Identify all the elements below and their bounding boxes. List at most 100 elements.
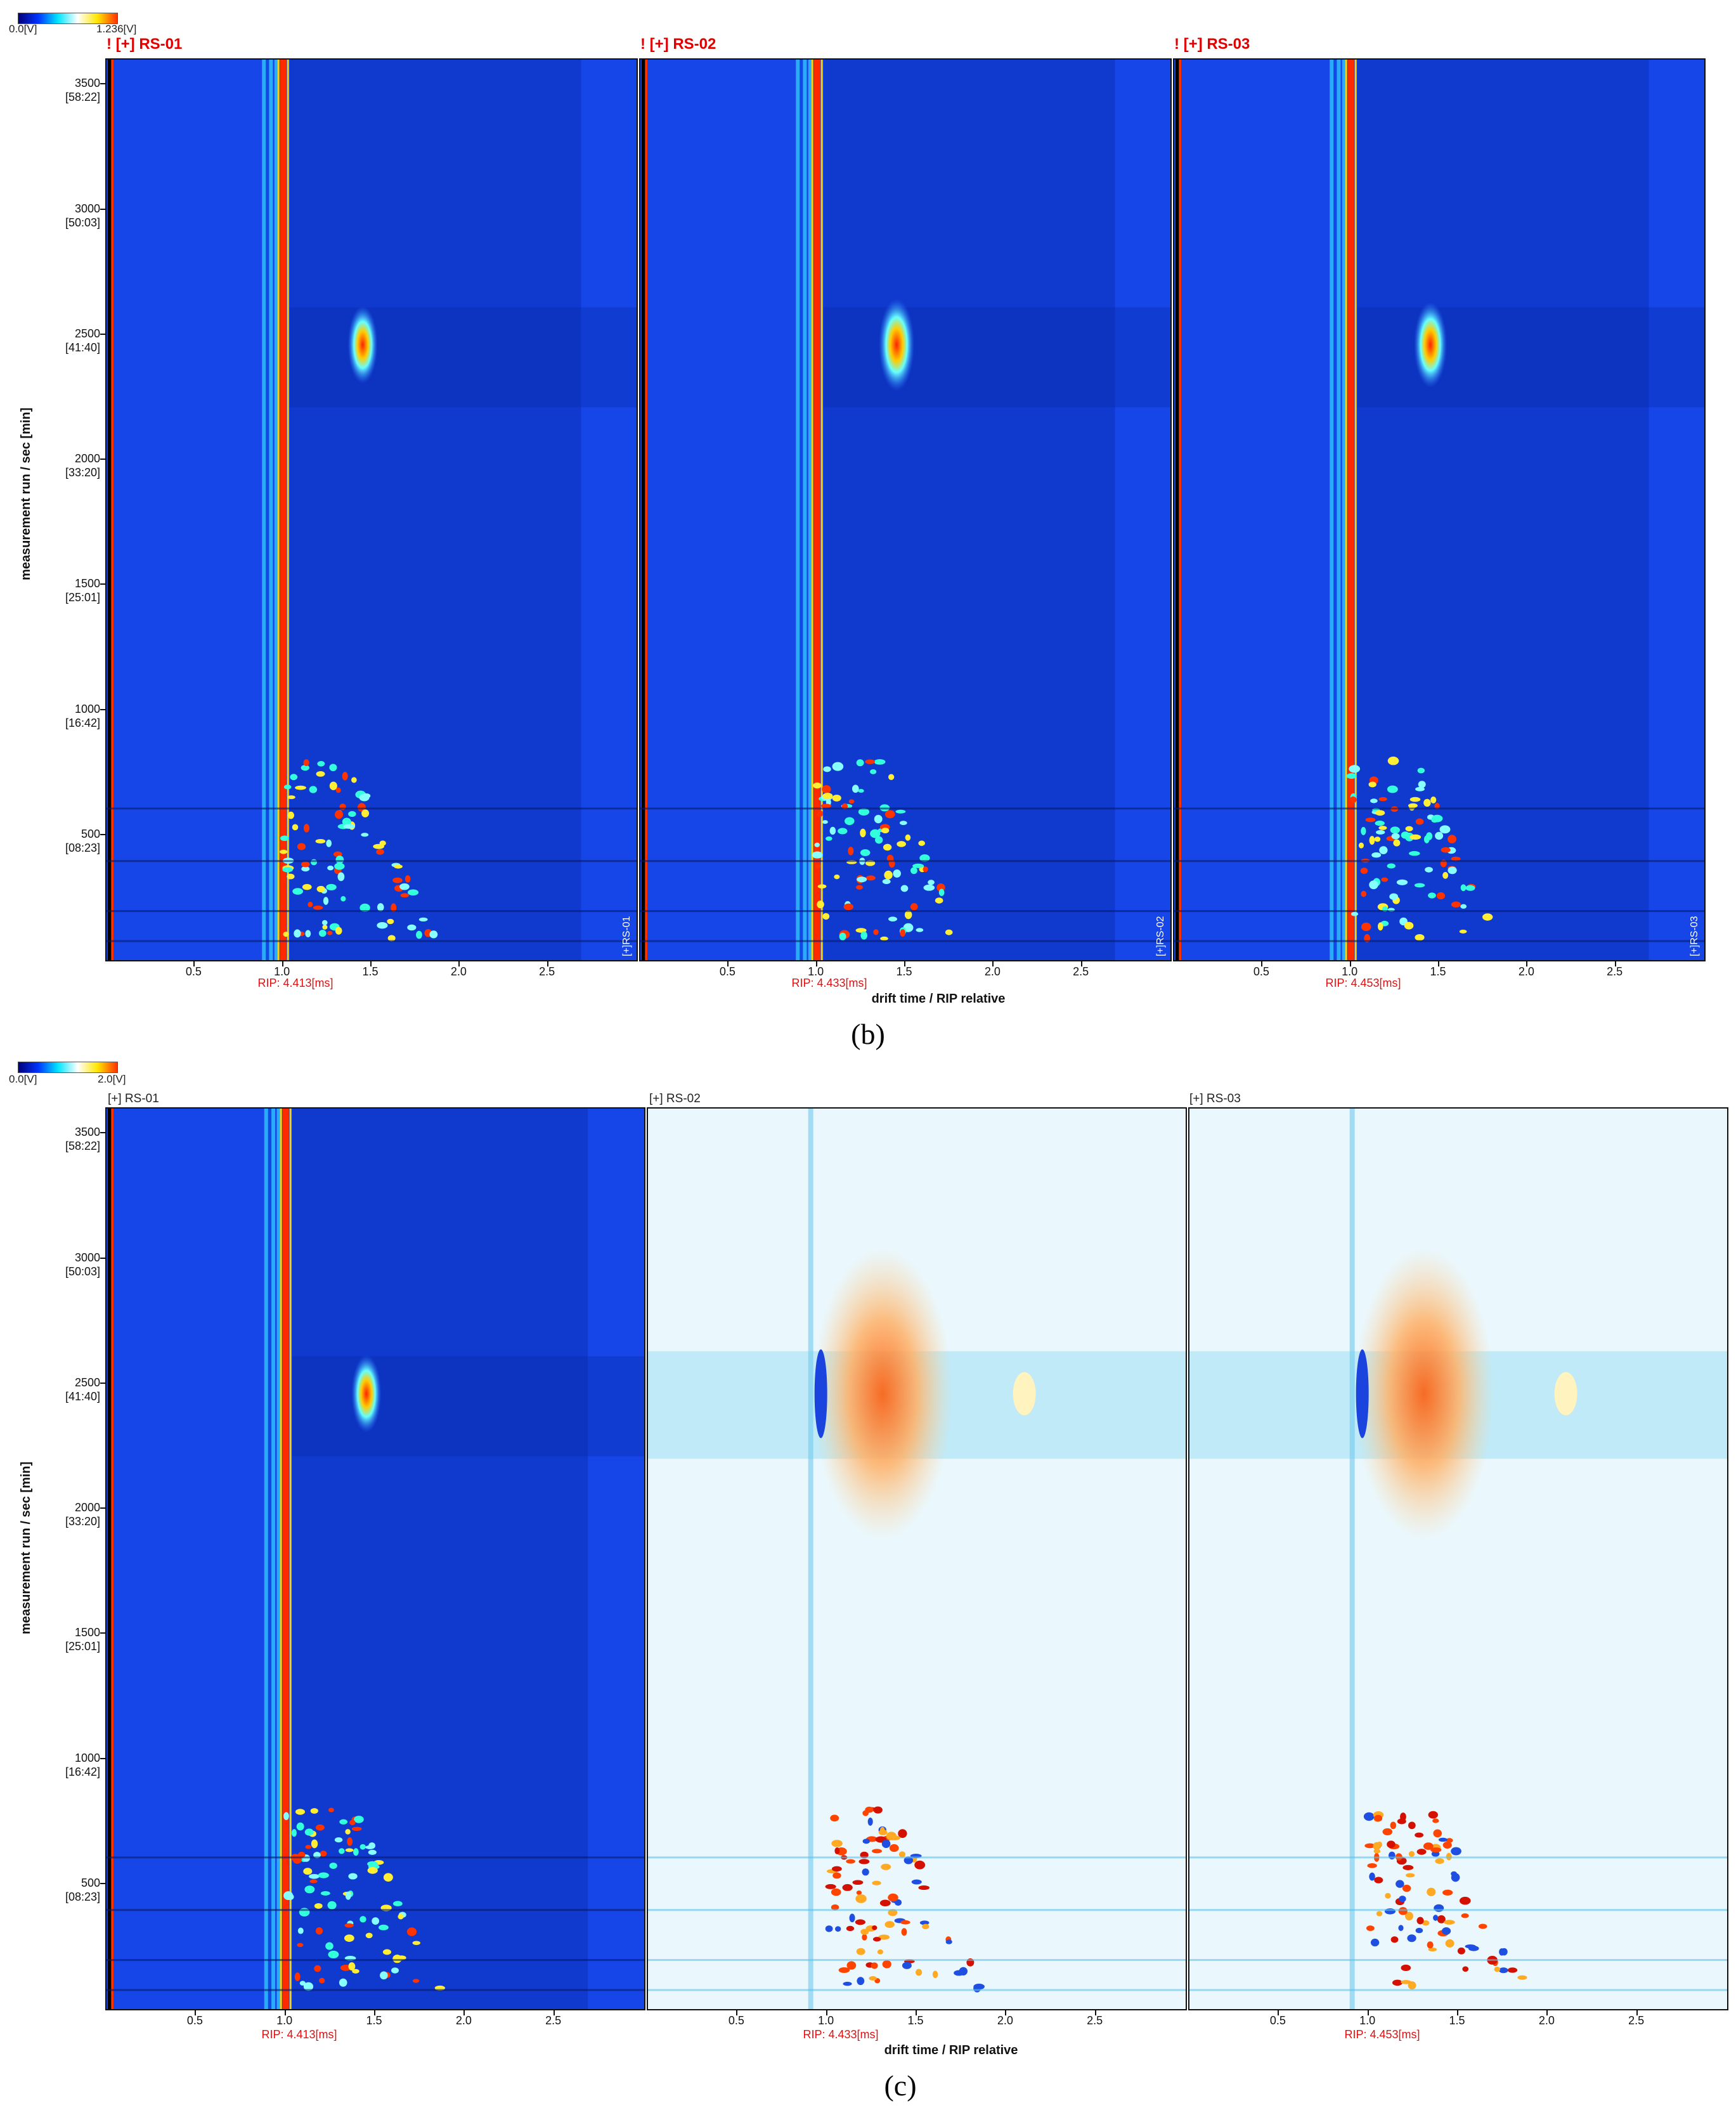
- analyte-spot: [1382, 1828, 1393, 1835]
- analyte-spot: [916, 928, 924, 932]
- x-axis-label: drift time / RIP relative: [884, 2043, 1018, 2057]
- analyte-spot: [311, 1839, 318, 1849]
- baseline-artifact: [107, 910, 637, 913]
- analyte-spot: [327, 865, 334, 871]
- analyte-spot: [860, 931, 867, 940]
- analyte-spot: [856, 1948, 865, 1955]
- left-edge-line: [112, 1109, 113, 2009]
- panel-title: [+] RS-02: [649, 1092, 701, 1105]
- y-tick-mark: [100, 708, 105, 710]
- analyte-spot: [954, 1970, 964, 1976]
- panel-title: [+] RS-01: [108, 1092, 159, 1105]
- analyte-spot: [378, 1924, 389, 1930]
- analyte-spot: [1462, 1966, 1469, 1972]
- y-tick-mark: [100, 1257, 105, 1259]
- colorbar: [18, 1062, 118, 1073]
- analyte-spot: [871, 1962, 878, 1969]
- colorbar-min-label: 0.0[V]: [9, 1073, 37, 1085]
- x-tick-mark: [193, 961, 195, 966]
- analyte-spot: [1499, 1948, 1505, 1956]
- analyte-spot: [1423, 1842, 1434, 1850]
- analyte-spot: [283, 1812, 289, 1821]
- analyte-spot: [1373, 1849, 1381, 1854]
- y-tick-mark: [100, 1382, 105, 1384]
- analyte-spot: [326, 883, 337, 890]
- analyte-spot: [339, 1848, 345, 1854]
- analyte-spot: [1378, 826, 1387, 830]
- analyte-spot: [301, 861, 310, 868]
- elution-band: [289, 307, 637, 408]
- rip-label: RIP: 4.453[ms]: [1344, 2028, 1420, 2041]
- figure-caption: (b): [851, 1018, 885, 1050]
- analyte-spot: [314, 1965, 321, 1972]
- analyte-spot: [316, 885, 325, 892]
- drift-lane: [803, 60, 807, 960]
- y-tick-time: [50:03]: [65, 216, 100, 229]
- analyte-spot: [339, 1819, 348, 1825]
- analyte-spot: [316, 771, 325, 777]
- figure-b: 0.0[V] 1.236[V] ! [+] RS-01 ! [+] RS-02 …: [9, 13, 1706, 1050]
- analyte-spot: [398, 1913, 404, 1920]
- analyte-spot: [1361, 826, 1366, 835]
- analyte-spot: [1376, 1911, 1383, 1917]
- drift-lane: [1337, 60, 1341, 960]
- background-shade: [289, 60, 581, 960]
- analyte-spot: [862, 1934, 867, 1941]
- analyte-spot: [1409, 834, 1422, 840]
- analyte-spot: [832, 762, 844, 771]
- x-tick-label: 2.0: [1538, 2014, 1555, 2027]
- y-tick-label: 3500 [58:22]: [24, 1125, 100, 1153]
- analyte-spot: [1418, 781, 1426, 788]
- analyte-spot: [1398, 1925, 1404, 1931]
- y-tick-value: 1500: [74, 1626, 100, 1639]
- analyte-peak: [1414, 302, 1448, 388]
- analyte-spot: [334, 1837, 343, 1843]
- x-tick-label: 1.0: [818, 2014, 834, 2027]
- analyte-spot: [303, 1982, 314, 1991]
- analyte-spot: [860, 1929, 869, 1935]
- rip-label: RIP: 4.413[ms]: [257, 977, 334, 989]
- analyte-spot: [869, 1976, 877, 1981]
- baseline-artifact: [1174, 910, 1704, 913]
- analyte-spot: [862, 1810, 869, 1816]
- x-tick-mark: [1636, 2010, 1638, 2015]
- analyte-spot: [897, 841, 906, 847]
- analyte-spot: [1517, 1975, 1527, 1980]
- analyte-spot: [407, 924, 417, 931]
- analyte-spot: [1396, 879, 1408, 885]
- analyte-spot: [1451, 856, 1461, 861]
- analyte-spot: [873, 1806, 883, 1814]
- analyte-spot: [923, 884, 935, 891]
- analyte-spot: [1451, 901, 1461, 908]
- analyte-spot: [852, 1880, 864, 1885]
- analyte-spot: [340, 896, 346, 902]
- analyte-spot: [405, 875, 411, 883]
- analyte-spot: [1459, 1896, 1471, 1905]
- x-tick-mark: [553, 2010, 555, 2015]
- analyte-spot: [345, 1828, 351, 1835]
- baseline-artifact: [648, 1856, 1186, 1859]
- analyte-spot: [843, 903, 854, 911]
- x-tick-mark: [815, 961, 817, 966]
- x-tick-label: 2.0: [997, 2014, 1013, 2027]
- analyte-spot: [831, 1866, 842, 1872]
- analyte-spot: [292, 888, 303, 895]
- analyte-spot: [883, 843, 892, 851]
- analyte-spot: [852, 784, 859, 793]
- analyte-spot: [1426, 832, 1433, 840]
- analyte-spot: [872, 1880, 881, 1885]
- x-tick-label: 1.5: [1430, 965, 1446, 978]
- analyte-spot: [1396, 1880, 1404, 1888]
- analyte-spot: [826, 836, 832, 841]
- analyte-spot: [303, 759, 309, 767]
- baseline-artifact: [648, 1909, 1186, 1911]
- y-tick-mark: [100, 1632, 105, 1634]
- y-tick-mark: [100, 1882, 105, 1884]
- analyte-spot: [291, 1829, 297, 1837]
- analyte-spot: [376, 849, 384, 855]
- background-shade: [823, 60, 1115, 960]
- analyte-spot: [377, 921, 388, 929]
- analyte-spot: [856, 759, 864, 767]
- x-tick-mark: [284, 2010, 286, 2015]
- x-tick-mark: [1614, 961, 1616, 966]
